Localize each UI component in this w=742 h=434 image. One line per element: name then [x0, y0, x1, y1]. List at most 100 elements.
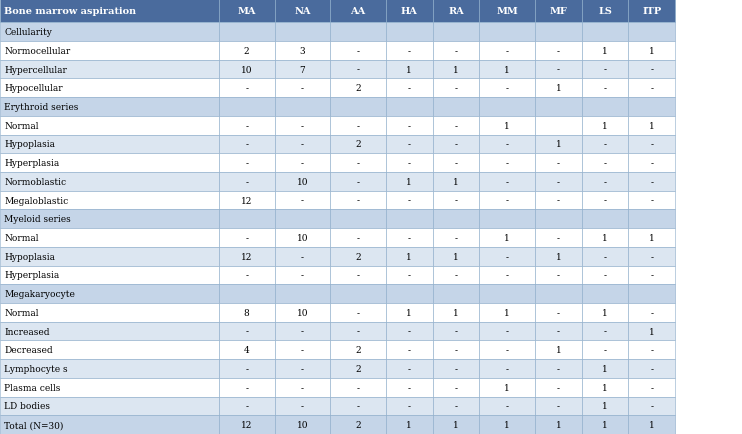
- Bar: [535, 135, 582, 154]
- Text: -: -: [556, 66, 560, 74]
- Text: MM: MM: [496, 7, 518, 16]
- Text: -: -: [454, 159, 458, 168]
- Text: -: -: [454, 140, 458, 149]
- Text: -: -: [556, 159, 560, 168]
- Bar: [479, 210, 535, 229]
- Bar: [275, 79, 330, 98]
- Bar: [219, 303, 275, 322]
- Text: -: -: [407, 271, 411, 280]
- Text: -: -: [454, 383, 458, 392]
- Bar: [433, 191, 479, 210]
- Text: -: -: [356, 401, 360, 411]
- Text: -: -: [603, 159, 607, 168]
- Text: 12: 12: [241, 252, 252, 261]
- Text: -: -: [556, 233, 560, 243]
- Bar: [628, 285, 675, 303]
- Bar: [330, 247, 386, 266]
- Bar: [330, 173, 386, 191]
- Text: 1: 1: [407, 66, 412, 74]
- Bar: [386, 191, 433, 210]
- Text: Normoblastic: Normoblastic: [4, 178, 67, 186]
- Bar: [219, 378, 275, 397]
- Bar: [386, 42, 433, 60]
- Text: -: -: [407, 233, 411, 243]
- Text: 10: 10: [297, 178, 308, 186]
- Bar: [535, 341, 582, 359]
- Text: -: -: [505, 401, 509, 411]
- Bar: [386, 341, 433, 359]
- Text: 1: 1: [505, 122, 510, 130]
- Bar: [386, 378, 433, 397]
- Bar: [386, 135, 433, 154]
- Bar: [433, 341, 479, 359]
- Text: 1: 1: [407, 420, 412, 429]
- Bar: [628, 60, 675, 79]
- Text: 1: 1: [649, 233, 654, 243]
- Text: -: -: [301, 252, 304, 261]
- Bar: [219, 173, 275, 191]
- Bar: [628, 98, 675, 117]
- Bar: [479, 341, 535, 359]
- Text: -: -: [245, 364, 249, 373]
- Text: -: -: [505, 159, 509, 168]
- Bar: [479, 135, 535, 154]
- Text: -: -: [245, 122, 249, 130]
- Bar: [535, 397, 582, 415]
- Text: 10: 10: [297, 308, 308, 317]
- Text: -: -: [505, 84, 509, 93]
- Bar: [386, 397, 433, 415]
- Bar: [535, 266, 582, 285]
- Bar: [479, 285, 535, 303]
- Bar: [433, 135, 479, 154]
- Bar: [535, 210, 582, 229]
- Text: -: -: [407, 383, 411, 392]
- Bar: [219, 359, 275, 378]
- Bar: [0, 173, 219, 191]
- Bar: [330, 42, 386, 60]
- Bar: [535, 191, 582, 210]
- Bar: [582, 378, 628, 397]
- Text: -: -: [603, 252, 607, 261]
- Bar: [628, 229, 675, 247]
- Bar: [535, 42, 582, 60]
- Bar: [582, 397, 628, 415]
- Bar: [0, 359, 219, 378]
- Text: -: -: [454, 122, 458, 130]
- Bar: [535, 23, 582, 42]
- Text: -: -: [356, 271, 360, 280]
- Text: -: -: [505, 252, 509, 261]
- Bar: [275, 322, 330, 341]
- Bar: [479, 173, 535, 191]
- Bar: [0, 322, 219, 341]
- Bar: [386, 229, 433, 247]
- Bar: [628, 415, 675, 434]
- Bar: [535, 79, 582, 98]
- Text: -: -: [245, 233, 249, 243]
- Text: -: -: [356, 178, 360, 186]
- Text: -: -: [505, 47, 509, 56]
- Text: -: -: [556, 383, 560, 392]
- Bar: [479, 397, 535, 415]
- Bar: [0, 154, 219, 173]
- Bar: [330, 322, 386, 341]
- Text: -: -: [356, 47, 360, 56]
- Bar: [330, 60, 386, 79]
- Text: 1: 1: [603, 122, 608, 130]
- Text: 1: 1: [603, 364, 608, 373]
- Text: -: -: [505, 196, 509, 205]
- Text: 1: 1: [505, 66, 510, 74]
- Text: 1: 1: [556, 140, 561, 149]
- Text: Hyperplasia: Hyperplasia: [4, 159, 59, 168]
- Bar: [582, 285, 628, 303]
- Text: -: -: [301, 271, 304, 280]
- Text: 12: 12: [241, 420, 252, 429]
- Text: -: -: [356, 66, 360, 74]
- Bar: [219, 0, 275, 23]
- Text: -: -: [245, 84, 249, 93]
- Text: MF: MF: [549, 7, 568, 16]
- Bar: [433, 0, 479, 23]
- Bar: [330, 210, 386, 229]
- Text: Plasma cells: Plasma cells: [4, 383, 61, 392]
- Bar: [479, 303, 535, 322]
- Bar: [582, 210, 628, 229]
